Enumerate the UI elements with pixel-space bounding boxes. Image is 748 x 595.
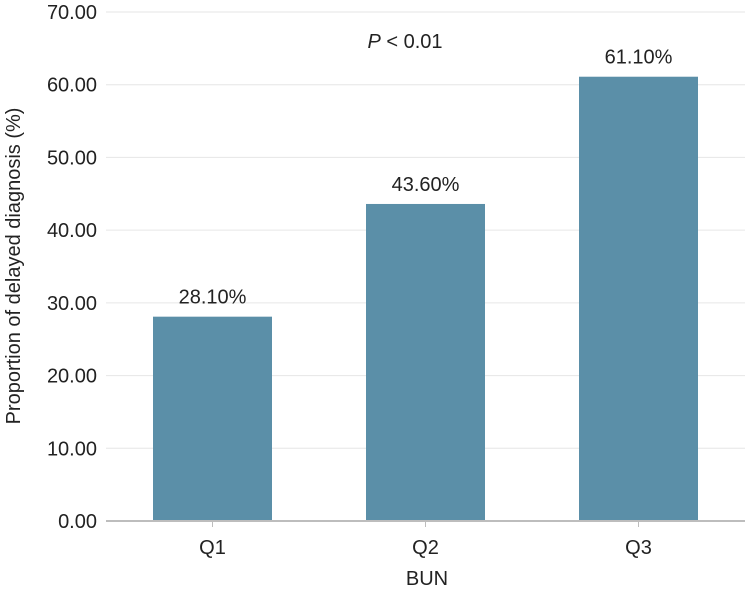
p-value-annotation: P < 0.01 xyxy=(367,31,442,53)
bar-value-labels: 28.10% 43.60% 61.10% xyxy=(179,47,673,309)
bar-value-label: 43.60% xyxy=(392,174,460,196)
x-tick-label: Q3 xyxy=(625,537,652,559)
x-axis-ticks: Q1 Q2 Q3 xyxy=(199,521,652,559)
y-tick-label: 10.00 xyxy=(47,438,97,460)
y-tick-label: 50.00 xyxy=(47,147,97,169)
bars xyxy=(153,76,698,522)
bar-q1 xyxy=(153,316,272,521)
y-tick-label: 30.00 xyxy=(47,293,97,315)
y-tick-label: 0.00 xyxy=(58,511,97,533)
x-tick-label: Q2 xyxy=(412,537,439,559)
bar-q3 xyxy=(579,76,698,522)
y-tick-label: 20.00 xyxy=(47,366,97,388)
bar-value-label: 61.10% xyxy=(605,47,673,69)
y-tick-label: 70.00 xyxy=(47,2,97,24)
bar-q2 xyxy=(366,203,485,522)
x-tick-label: Q1 xyxy=(199,537,226,559)
y-tick-label: 60.00 xyxy=(47,75,97,97)
y-axis-ticks: 0.00 10.00 20.00 30.00 40.00 50.00 60.00 70.00 xyxy=(47,2,97,533)
bar-value-label: 28.10% xyxy=(179,287,247,309)
y-tick-label: 40.00 xyxy=(47,220,97,242)
y-axis-label: Proportion of delayed diagnosis (%) xyxy=(3,108,25,425)
x-axis-label: BUN xyxy=(406,568,448,590)
